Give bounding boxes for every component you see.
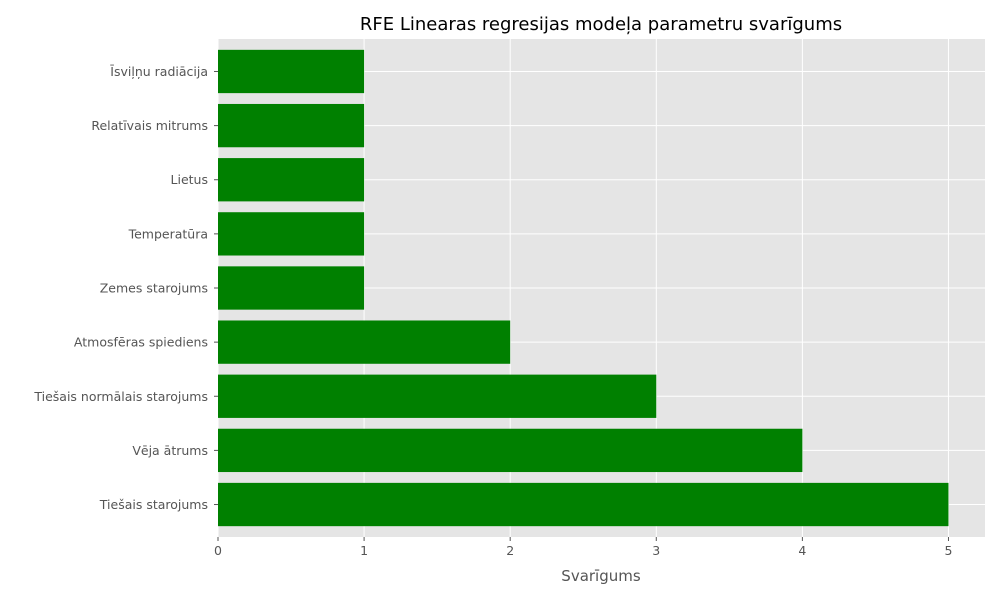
bar bbox=[218, 320, 511, 364]
y-tick-label: Vēja ātrums bbox=[132, 443, 208, 458]
y-tick-label: Lietus bbox=[171, 172, 208, 187]
y-tick-label: Relatīvais mitrums bbox=[91, 118, 208, 133]
x-tick-label: 4 bbox=[798, 543, 806, 558]
bar bbox=[218, 428, 803, 473]
bar bbox=[218, 482, 949, 527]
y-tick-label: Atmosfēras spiediens bbox=[74, 335, 208, 350]
x-tick-label: 3 bbox=[652, 543, 660, 558]
bar bbox=[218, 374, 657, 418]
bar bbox=[218, 103, 365, 148]
chart-title: RFE Linearas regresijas modeļa parametru… bbox=[360, 14, 842, 35]
bar bbox=[218, 158, 365, 202]
y-tick-label: Tiešais starojums bbox=[99, 497, 208, 512]
x-tick-label: 2 bbox=[506, 543, 514, 558]
x-tick-label: 0 bbox=[214, 543, 222, 558]
bars bbox=[218, 49, 949, 527]
y-tick-label: Zemes starojums bbox=[100, 281, 208, 296]
bar bbox=[218, 266, 365, 310]
x-axis-label: Svarīgums bbox=[561, 567, 641, 585]
x-tick-labels: 0 1 2 3 4 5 bbox=[214, 543, 952, 558]
y-tick-label: Īsviļņu radiācija bbox=[110, 64, 208, 79]
x-tick-label: 5 bbox=[944, 543, 952, 558]
y-tick-label: Temperatūra bbox=[128, 226, 208, 241]
bar bbox=[218, 212, 365, 256]
x-tick-label: 1 bbox=[360, 543, 368, 558]
y-tick-labels: Tiešais starojums Vēja ātrums Tiešais norm… bbox=[33, 64, 208, 512]
y-tick-label: Tiešais normālais starojums bbox=[33, 389, 208, 404]
bar bbox=[218, 49, 365, 94]
